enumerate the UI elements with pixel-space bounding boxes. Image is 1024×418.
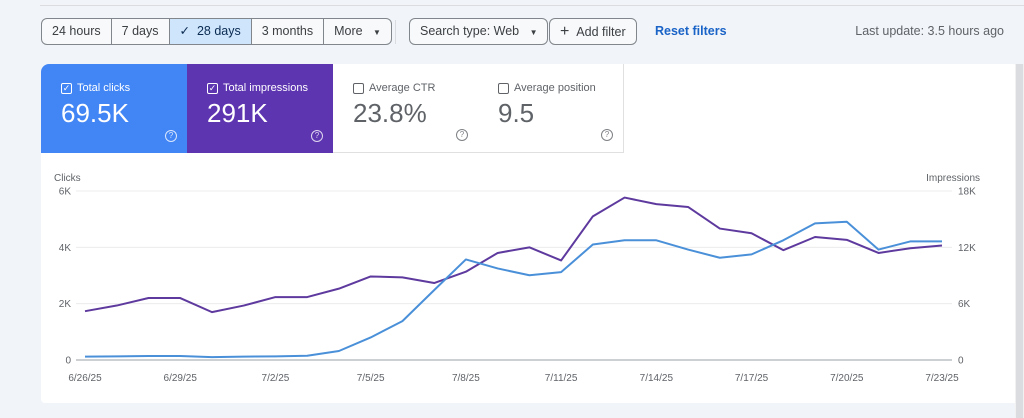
- more-label: More: [334, 24, 363, 38]
- metric-value: 69.5K: [61, 98, 129, 128]
- series-line-impressions: [84, 196, 943, 314]
- date-range-selector: 24 hours 7 days ✓ 28 days 3 months More …: [41, 18, 392, 45]
- help-icon[interactable]: ?: [601, 129, 613, 141]
- x-tick: 6/29/25: [164, 373, 198, 384]
- range-3-months[interactable]: 3 months: [252, 19, 325, 44]
- x-tick: 6/26/25: [68, 373, 102, 384]
- help-icon[interactable]: ?: [311, 130, 323, 142]
- metric-value: 291K: [207, 98, 268, 128]
- x-tick: 7/8/25: [452, 373, 480, 384]
- checkbox-checked-icon[interactable]: ✓: [207, 82, 218, 94]
- metric-label: Total clicks: [77, 82, 131, 94]
- reset-filters-link[interactable]: Reset filters: [655, 24, 727, 38]
- range-7-days[interactable]: 7 days: [112, 19, 170, 44]
- metric-total-clicks[interactable]: ✓ Total clicks 69.5K ?: [41, 64, 187, 153]
- series-line-clicks: [84, 220, 942, 359]
- check-icon: ✓: [179, 24, 190, 38]
- y-right-tick: 12K: [958, 243, 976, 254]
- divider: [40, 5, 1024, 6]
- add-filter-button[interactable]: + Add filter: [549, 18, 637, 45]
- y-right-tick: 6K: [958, 299, 971, 310]
- plus-icon: +: [560, 23, 570, 40]
- x-tick: 7/17/25: [735, 373, 769, 384]
- x-tick: 7/11/25: [545, 373, 578, 384]
- y-left-tick: 0: [65, 356, 71, 367]
- help-icon[interactable]: ?: [165, 130, 177, 142]
- y-right-tick: 0: [958, 356, 964, 367]
- y-right-tick: 18K: [958, 187, 976, 198]
- metric-average-position[interactable]: Average position 9.5 ?: [478, 64, 624, 153]
- scrollbar-thumb[interactable]: [1016, 64, 1023, 418]
- checkbox-unchecked-icon[interactable]: [498, 82, 509, 94]
- range-24-hours[interactable]: 24 hours: [42, 19, 112, 44]
- metric-value: 9.5: [498, 98, 535, 128]
- y-left-tick: 4K: [59, 243, 72, 254]
- y-left-label: Clicks: [54, 173, 81, 184]
- metric-total-impressions[interactable]: ✓ Total impressions 291K ?: [187, 64, 333, 153]
- search-type-label: Search type: Web: [420, 24, 520, 38]
- x-tick: 7/5/25: [357, 373, 385, 384]
- range-more[interactable]: More ▼: [324, 19, 391, 44]
- checkbox-unchecked-icon[interactable]: [353, 82, 364, 94]
- y-right-label: Impressions: [926, 173, 980, 184]
- x-tick: 7/23/25: [925, 373, 959, 384]
- metric-average-ctr[interactable]: Average CTR 23.8% ?: [333, 64, 479, 153]
- x-tick: 7/20/25: [830, 373, 864, 384]
- search-type-dropdown[interactable]: Search type: Web ▼: [409, 18, 549, 45]
- caret-down-icon: ▼: [373, 28, 381, 37]
- metric-label: Average position: [514, 82, 596, 94]
- range-28-days[interactable]: ✓ 28 days: [169, 19, 252, 44]
- caret-down-icon: ▼: [529, 28, 538, 37]
- y-left-tick: 2K: [59, 299, 72, 310]
- metric-value: 23.8%: [353, 98, 427, 128]
- divider: [395, 20, 396, 44]
- y-left-tick: 6K: [59, 187, 72, 198]
- x-tick: 7/2/25: [262, 373, 290, 384]
- metric-label: Average CTR: [369, 82, 436, 94]
- scrollbar[interactable]: [1015, 64, 1024, 418]
- x-tick: 7/14/25: [640, 373, 674, 384]
- help-icon[interactable]: ?: [456, 129, 468, 141]
- add-filter-label: Add filter: [576, 25, 626, 39]
- metric-label: Total impressions: [223, 82, 308, 94]
- range-label: 28 days: [196, 24, 241, 38]
- checkbox-checked-icon[interactable]: ✓: [61, 82, 72, 94]
- last-update-text: Last update: 3.5 hours ago: [855, 24, 1004, 38]
